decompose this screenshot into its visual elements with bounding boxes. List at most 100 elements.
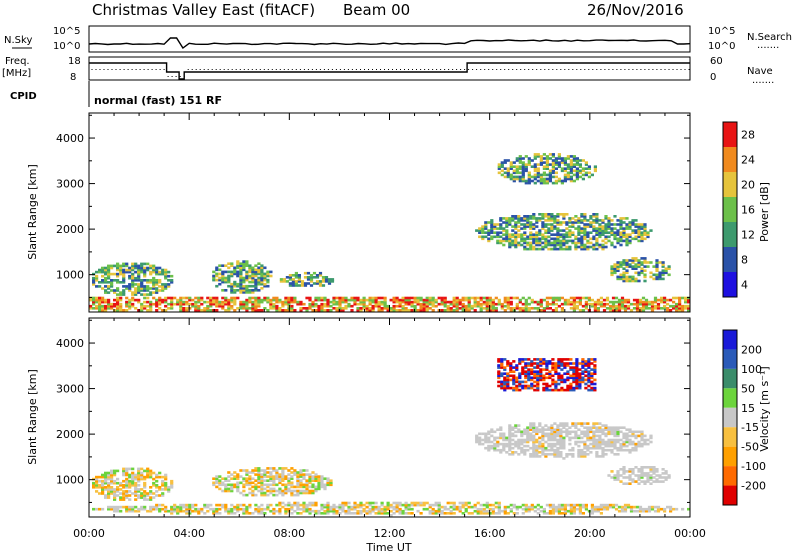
power-cell (419, 307, 423, 310)
power-cell (125, 296, 129, 300)
velocity-cell (616, 478, 620, 481)
velocity-cell (359, 509, 363, 513)
velocity-cell (550, 438, 554, 442)
velocity-cell (113, 505, 117, 509)
power-cell (149, 270, 153, 274)
power-cell (155, 302, 159, 306)
power-cell (622, 217, 626, 220)
power-cell (206, 304, 210, 308)
velocity-cell (643, 438, 647, 442)
power-cell (275, 296, 279, 300)
power-cell (574, 247, 578, 251)
velocity-cell (541, 434, 545, 438)
velocity-cell (574, 424, 578, 427)
velocity-cell (584, 374, 588, 378)
velocity-cell (113, 473, 117, 477)
nave-dot (215, 69, 217, 70)
power-cell (254, 289, 258, 292)
velocity-cell (626, 503, 631, 507)
power-cell (155, 266, 159, 270)
velocity-cell (517, 444, 521, 448)
velocity-cell (544, 432, 548, 436)
velocity-cell (491, 509, 495, 513)
velocity-cell (395, 501, 399, 505)
velocity-cell (583, 442, 587, 446)
power-cell (101, 300, 105, 304)
power-cell (152, 268, 156, 272)
power-cell (290, 304, 294, 308)
velocity-cell (532, 430, 536, 434)
power-cell (470, 304, 474, 308)
velocity-cell (563, 372, 567, 375)
power-cell (535, 217, 539, 220)
power-cell (505, 229, 509, 232)
velocity-cell (281, 483, 285, 487)
velocity-cell (503, 386, 507, 390)
power-cell (649, 229, 653, 232)
power-cell (565, 241, 569, 245)
velocity-cell (323, 477, 327, 480)
velocity-cell (341, 509, 345, 513)
power-cell (544, 239, 548, 243)
power-cell (539, 159, 543, 162)
power-cell (586, 247, 590, 251)
power-cell (419, 298, 423, 302)
velocity-cell (317, 512, 321, 515)
power-cell (592, 213, 596, 216)
velocity-cell (502, 448, 506, 452)
velocity-cell (605, 503, 610, 507)
power-cell (610, 223, 614, 226)
velocity-cell (637, 468, 641, 471)
power-cell (488, 298, 492, 302)
power-cell (644, 298, 649, 302)
power-cell (559, 229, 563, 232)
power-cell (562, 217, 566, 220)
velocity-cell (92, 486, 96, 489)
power-cell (155, 304, 159, 308)
power-cell (125, 264, 129, 268)
velocity-cell (628, 430, 632, 434)
velocity-cell (482, 509, 486, 513)
power-cell (347, 304, 351, 308)
velocity-cell (545, 362, 549, 365)
velocity-cell (658, 476, 662, 479)
power-cell (669, 298, 673, 302)
velocity-cell (490, 440, 494, 444)
nave-dot (295, 69, 297, 70)
power-cell (251, 302, 255, 306)
velocity-cell (533, 362, 537, 365)
power-cell (508, 223, 512, 226)
power-cell (284, 309, 288, 312)
power-cell (452, 296, 456, 300)
velocity-cell (266, 489, 270, 493)
power-cell (575, 177, 579, 181)
nave-dot (211, 69, 213, 70)
power-cell (616, 241, 620, 245)
power-cell (550, 241, 554, 245)
power-cell (487, 239, 491, 243)
power-cell (611, 296, 616, 300)
power-cell (607, 231, 611, 234)
power-cell (524, 163, 528, 166)
velocity-cell (563, 507, 567, 511)
velocity-cell (583, 422, 587, 425)
velocity-cell (529, 446, 533, 450)
power-cell (619, 237, 623, 241)
velocity-cell (572, 509, 576, 513)
velocity-cell (478, 432, 482, 436)
power-cell (224, 270, 228, 274)
velocity-cell (329, 481, 333, 485)
velocity-cell (532, 455, 536, 458)
velocity-cell (248, 487, 252, 491)
power-colorbar-tick: 12 (741, 229, 755, 242)
velocity-cell (305, 481, 309, 485)
power-cell (559, 243, 563, 247)
velocity-cell (569, 507, 573, 511)
power-cell (601, 233, 605, 236)
velocity-cell (526, 426, 530, 429)
power-cell (113, 291, 117, 294)
velocity-cell (125, 469, 129, 473)
power-cell (523, 227, 527, 230)
power-cell (569, 179, 573, 183)
power-cell (586, 233, 590, 236)
